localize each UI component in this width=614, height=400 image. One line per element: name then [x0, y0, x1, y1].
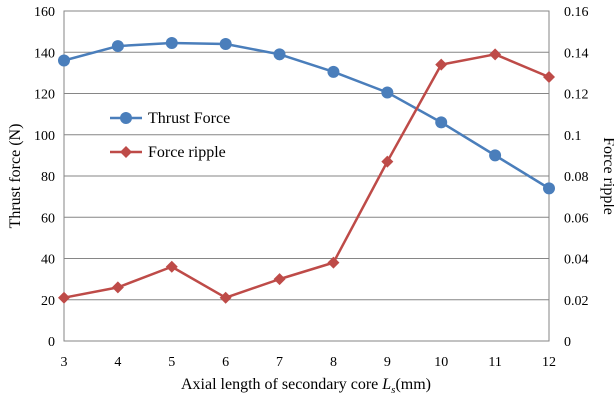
x-tick-label: 10 [434, 355, 448, 370]
right-tick-label: 0.04 [564, 253, 589, 268]
x-axis-title-subscript: s [391, 384, 395, 396]
left-tick-label: 80 [41, 170, 55, 185]
left-axis-ticks: 0 20 40 60 80 100 120 140 160 [34, 5, 55, 350]
legend-entry: Thrust Force [110, 110, 230, 127]
series-line-2 [63, 53, 550, 299]
data-point [273, 273, 286, 286]
left-tick-label: 160 [34, 5, 55, 20]
left-tick-label: 0 [48, 335, 55, 350]
x-axis-title-variable: L [381, 376, 391, 393]
x-tick-label: 3 [61, 355, 68, 370]
data-point [111, 40, 124, 53]
y-axis-left-title: Thrust force (N) [7, 124, 24, 229]
x-axis-title-main: Axial length of secondary core [181, 376, 382, 393]
left-tick-label: 40 [41, 253, 55, 268]
series-markers [58, 36, 555, 304]
x-tick-label: 8 [330, 355, 337, 370]
data-point [58, 291, 70, 304]
data-point [543, 182, 555, 195]
legend-marker [120, 146, 132, 158]
x-tick-label: 7 [276, 355, 283, 370]
data-point [327, 65, 340, 78]
x-tick-label: 11 [488, 355, 501, 370]
x-axis-ticks: 3 4 5 6 7 8 9 10 11 12 [61, 355, 557, 370]
data-point [58, 54, 70, 67]
legend-entry: Force ripple [110, 144, 226, 161]
data-point [489, 48, 502, 61]
x-tick-label: 4 [114, 355, 121, 370]
right-tick-label: 0.14 [564, 46, 589, 61]
x-axis-title-unit: (mm) [395, 376, 431, 393]
right-tick-label: 0.16 [564, 5, 589, 20]
left-tick-label: 120 [34, 88, 55, 103]
gridlines [64, 51, 549, 301]
right-tick-label: 0.02 [564, 294, 589, 309]
left-tick-label: 60 [41, 211, 55, 226]
legend-marker [120, 112, 132, 124]
data-point [489, 149, 502, 162]
data-point [327, 256, 340, 269]
legend: Thrust Force Force ripple [110, 110, 230, 161]
plot-area-border [63, 10, 550, 342]
right-tick-label: 0 [564, 335, 571, 350]
data-point [219, 38, 232, 50]
x-axis-title: Axial length of secondary core Ls(mm) [181, 376, 431, 396]
y-axis-right-title: Force ripple [600, 137, 614, 215]
x-tick-label: 9 [384, 355, 391, 370]
data-point [111, 281, 124, 294]
x-tick-label: 5 [168, 355, 175, 370]
right-axis-ticks: 0 0.02 0.04 0.06 0.08 0.1 0.12 0.14 0.16 [564, 5, 589, 350]
left-tick-label: 20 [41, 294, 55, 309]
data-point [273, 48, 286, 61]
data-point [165, 260, 178, 273]
right-tick-label: 0.1 [564, 129, 582, 144]
right-tick-label: 0.12 [564, 88, 589, 103]
data-point [435, 116, 448, 129]
x-tick-label: 6 [222, 355, 229, 370]
right-tick-label: 0.06 [564, 211, 589, 226]
data-point [543, 71, 555, 83]
legend-label: Thrust Force [148, 110, 230, 127]
right-tick-label: 0.08 [564, 170, 589, 185]
legend-label: Force ripple [148, 144, 226, 161]
data-point [219, 291, 232, 304]
data-point [435, 58, 448, 71]
left-tick-label: 140 [34, 46, 55, 61]
x-tick-label: 12 [542, 355, 556, 370]
data-point [381, 86, 394, 99]
series-lines [63, 41, 550, 299]
left-tick-label: 100 [34, 129, 55, 144]
series-line-1 [63, 41, 550, 190]
data-point [381, 155, 394, 168]
data-point [165, 36, 178, 49]
